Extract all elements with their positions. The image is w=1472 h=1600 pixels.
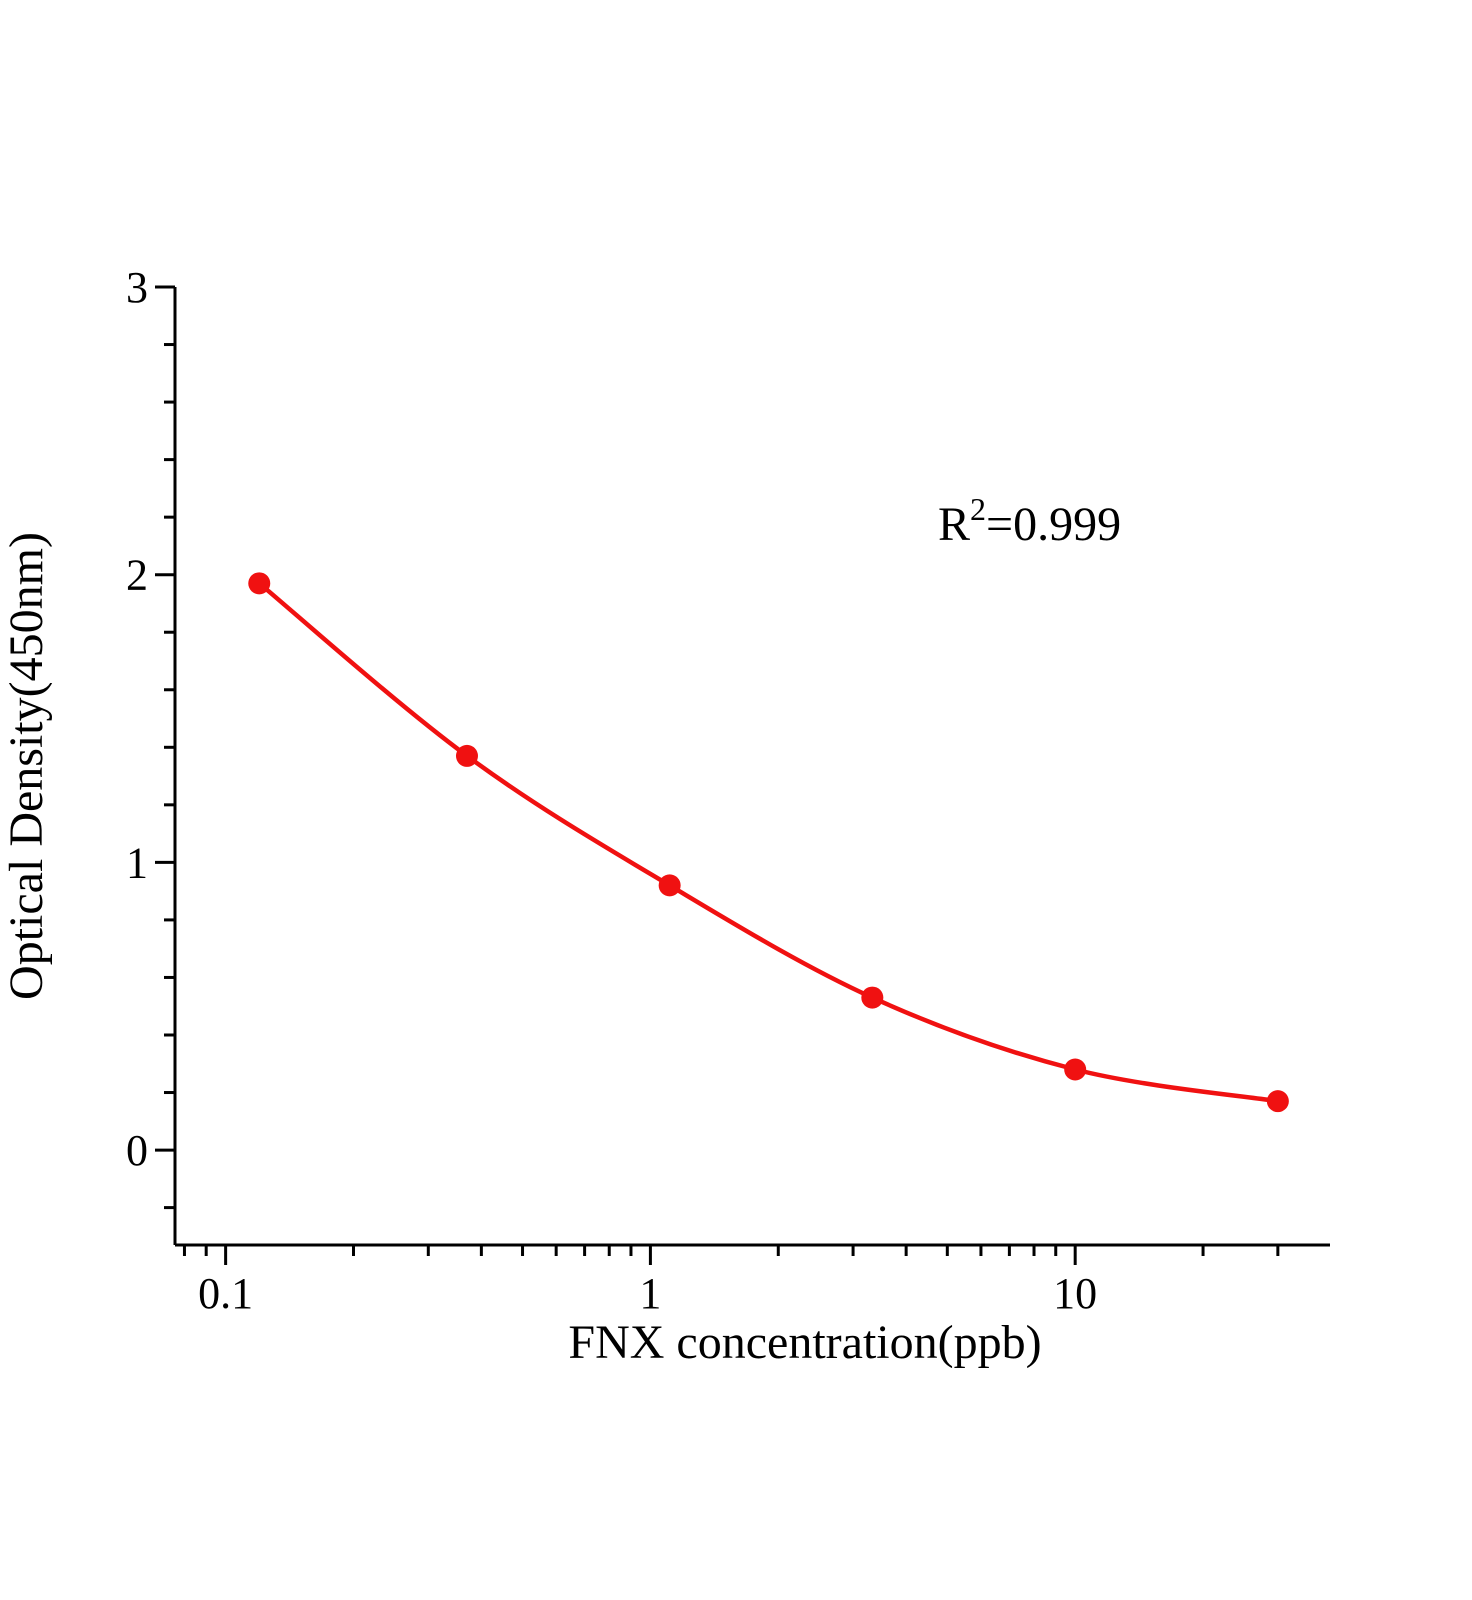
x-axis-title: FNX concentration(ppb) [568,1316,1041,1369]
data-point-marker [658,874,681,897]
data-point-marker [1064,1058,1087,1081]
y-tick-label: 2 [126,551,148,600]
r-squared-annotation: R2=0.999 [938,491,1121,551]
y-tick-label: 1 [126,838,148,887]
fit-curve-path [257,581,1281,1104]
y-tick-label: 3 [126,263,148,312]
x-tick-label: 10 [1053,1269,1097,1318]
y-tick-label: 0 [126,1126,148,1175]
r-squared-superscript: 2 [970,491,986,527]
data-point-marker [861,986,884,1009]
r-squared-suffix: =0.999 [986,498,1121,551]
y-axis-title: Optical Density(450nm) [0,532,53,1000]
data-point-marker [248,572,271,595]
x-tick-label: 0.1 [198,1269,253,1318]
data-point-marker [455,744,478,767]
x-tick-label: 1 [639,1269,661,1318]
data-point-marker [1266,1090,1289,1113]
r-squared-prefix: R [938,498,970,551]
